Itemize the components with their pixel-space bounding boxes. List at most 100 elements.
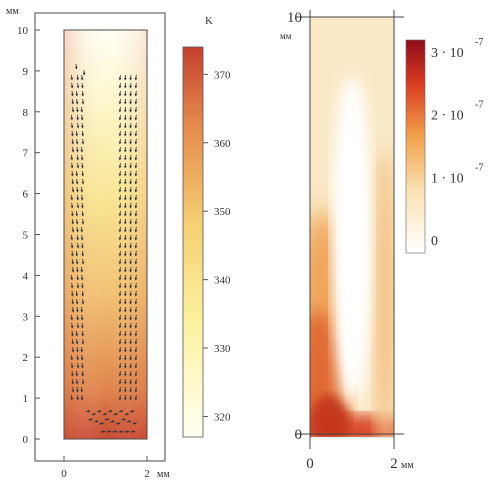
left-y-tick-label: 7 — [23, 148, 29, 160]
velocity-arrow — [80, 114, 84, 121]
velocity-arrow — [134, 218, 138, 225]
velocity-arrow — [70, 202, 74, 209]
velocity-arrow — [129, 338, 133, 345]
velocity-arrow — [129, 250, 133, 257]
velocity-arrow — [123, 194, 127, 201]
velocity-arrow — [70, 162, 74, 169]
velocity-arrow — [118, 274, 122, 281]
velocity-arrow — [81, 130, 85, 137]
velocity-arrow — [129, 186, 133, 193]
velocity-arrow — [118, 258, 122, 265]
velocity-arrow — [118, 82, 122, 89]
velocity-arrow — [134, 162, 138, 169]
velocity-arrow — [76, 114, 80, 121]
velocity-arrow — [81, 98, 85, 105]
velocity-arrow — [129, 226, 133, 233]
velocity-arrow — [80, 322, 84, 329]
left-colorbar-tick-label: 370 — [214, 69, 231, 81]
velocity-arrow — [76, 154, 80, 161]
right-colorbar: 3 · 10 -7 2 · 10 -7 1 · 10 -7 0 — [405, 37, 483, 254]
velocity-arrow — [134, 274, 138, 281]
velocity-arrow — [75, 106, 79, 113]
velocity-arrow — [70, 354, 74, 361]
right-colorbar-tick-exponent: -7 — [475, 162, 483, 173]
velocity-arrow — [123, 170, 127, 177]
velocity-arrow — [134, 346, 138, 353]
velocity-arrow — [123, 430, 130, 434]
velocity-arrow — [70, 322, 74, 329]
right-heatmap-field — [310, 17, 394, 437]
velocity-arrow — [80, 242, 84, 249]
velocity-arrow — [118, 282, 122, 289]
velocity-arrow — [123, 90, 127, 97]
velocity-arrow — [76, 314, 80, 321]
velocity-arrow — [75, 386, 79, 393]
velocity-arrow — [129, 330, 133, 337]
velocity-arrow — [123, 306, 127, 313]
velocity-arrow — [129, 170, 133, 177]
velocity-arrow — [70, 90, 74, 97]
velocity-arrow — [123, 162, 127, 169]
velocity-arrow — [134, 306, 138, 313]
velocity-arrow — [70, 234, 74, 241]
velocity-arrow — [118, 90, 122, 97]
velocity-arrow — [80, 202, 84, 209]
velocity-arrow — [134, 98, 138, 105]
left-y-unit: мм — [6, 6, 19, 17]
velocity-arrow — [111, 430, 118, 434]
velocity-arrow — [129, 90, 133, 97]
velocity-arrow — [71, 346, 75, 353]
velocity-arrow — [129, 234, 133, 241]
left-x-tick-label: 2 — [144, 468, 150, 480]
velocity-arrow — [76, 82, 80, 89]
velocity-arrow — [80, 226, 84, 233]
velocity-arrow — [118, 114, 122, 121]
velocity-arrow — [129, 322, 133, 329]
right-colorbar-tick-exponent: -7 — [475, 100, 483, 111]
velocity-arrow — [80, 74, 84, 81]
velocity-arrow — [118, 314, 122, 321]
velocity-arrow — [129, 346, 133, 353]
velocity-arrow — [123, 186, 127, 193]
velocity-arrow — [123, 370, 127, 377]
velocity-arrow — [129, 146, 133, 153]
velocity-arrow — [74, 63, 78, 70]
velocity-arrow — [96, 410, 102, 413]
velocity-arrow — [80, 154, 84, 161]
velocity-arrow — [85, 410, 91, 413]
right-colorbar-tick-exponent: -7 — [475, 37, 483, 48]
velocity-arrow — [80, 82, 84, 89]
velocity-arrow — [71, 266, 75, 273]
velocity-arrow — [109, 420, 115, 423]
left-colorbar-tick-label: 360 — [214, 138, 231, 150]
velocity-arrow — [71, 386, 75, 393]
velocity-arrow — [134, 146, 138, 153]
velocity-arrow — [129, 122, 133, 129]
right-axes: 0 10 0 2 — [287, 10, 404, 472]
velocity-arrow — [102, 413, 107, 416]
left-colorbar-tick-label: 340 — [214, 275, 231, 287]
velocity-arrow — [75, 258, 79, 265]
right-x-tick-label: 0 — [306, 456, 314, 472]
velocity-arrow — [134, 154, 138, 161]
velocity-arrow — [76, 202, 80, 209]
left-y-tick-label: 8 — [23, 107, 29, 119]
velocity-arrow — [118, 330, 122, 337]
velocity-arrow — [70, 394, 74, 401]
velocity-arrow — [118, 186, 122, 193]
velocity-arrow — [123, 130, 127, 137]
velocity-arrow — [134, 122, 138, 129]
velocity-arrow — [76, 322, 80, 329]
velocity-arrow — [71, 106, 75, 113]
velocity-arrow — [129, 82, 133, 89]
velocity-arrow — [123, 314, 127, 321]
velocity-arrow — [75, 186, 79, 193]
velocity-arrow — [123, 234, 127, 241]
velocity-arrow — [104, 418, 110, 421]
velocity-arrow — [134, 170, 138, 177]
velocity-arrow — [131, 422, 137, 425]
velocity-arrow — [75, 370, 79, 377]
velocity-arrow — [70, 82, 74, 89]
velocity-arrow — [129, 114, 133, 121]
velocity-arrow — [134, 258, 138, 265]
